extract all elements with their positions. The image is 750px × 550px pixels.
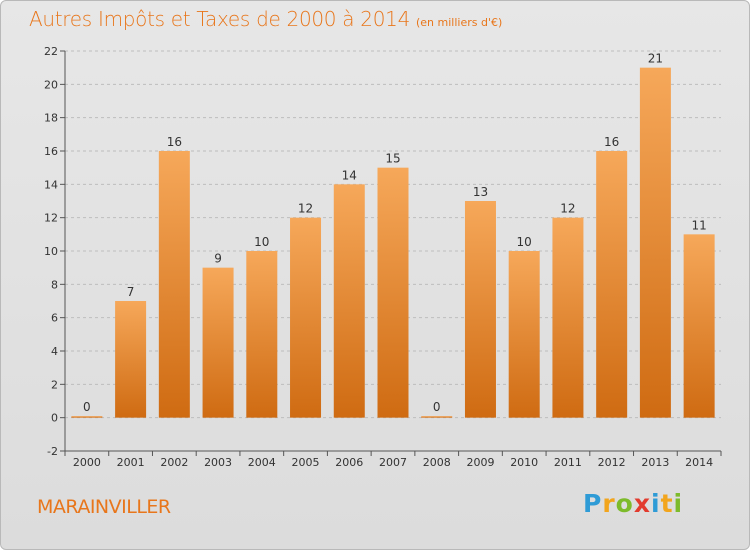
chart-title-block: Autres Impôts et Taxes de 2000 à 2014 (en… [29, 7, 502, 31]
y-tick-label: 12 [44, 212, 58, 225]
y-axis: -2 0 2 4 6 8 10 12 14 16 18 20 22 [44, 45, 721, 458]
logo-letter: x [633, 489, 651, 518]
bar-2009 [464, 201, 496, 418]
bar-2006 [333, 184, 365, 418]
bar-2012 [596, 151, 628, 418]
y-tick-label: 2 [51, 378, 58, 391]
x-tick-label: 2009 [466, 456, 494, 469]
bar-2007 [377, 167, 409, 418]
logo-letter: i [651, 489, 661, 518]
bar-2000 [71, 416, 103, 418]
logo-letter: t [660, 489, 674, 518]
proxiti-logo: Proxiti [583, 489, 683, 518]
y-tick-label: 6 [51, 312, 58, 325]
bar-2005 [290, 217, 322, 418]
y-tick-label: 14 [44, 178, 58, 191]
x-tick-label: 2005 [292, 456, 320, 469]
data-label-2004: 10 [254, 235, 269, 249]
y-tick-label: 4 [51, 345, 58, 358]
x-tick-label: 2011 [554, 456, 582, 469]
y-tick-label: 0 [51, 412, 58, 425]
data-label-2011: 12 [560, 202, 575, 216]
chart-unit-label: (en milliers d'€) [416, 16, 503, 29]
bar-2011 [552, 217, 584, 418]
x-tick-label: 2007 [379, 456, 407, 469]
y-tick-label: 16 [44, 145, 58, 158]
bar-2010 [508, 251, 540, 418]
x-axis-labels: 2000 2001 2002 2003 2004 2005 2006 2007 2008 2009… [64, 451, 722, 469]
bar-2008 [421, 416, 453, 418]
data-label-2014: 11 [691, 218, 706, 232]
data-label-2005: 12 [298, 202, 313, 216]
x-tick-label: 2001 [117, 456, 145, 469]
x-tick-label: 2012 [598, 456, 626, 469]
logo-letter: r [602, 489, 616, 518]
data-label-2006: 14 [342, 168, 357, 182]
x-tick-label: 2000 [73, 456, 101, 469]
bar-2014 [683, 234, 715, 418]
x-tick-label: 2013 [641, 456, 669, 469]
y-tick-label: 22 [44, 45, 58, 58]
place-name: MARAINVILLER [37, 496, 171, 518]
data-label-2002: 16 [167, 135, 182, 149]
y-tick-label: 18 [44, 112, 58, 125]
bar-2001 [115, 301, 147, 418]
data-label-2008: 0 [433, 400, 441, 414]
logo-letter: P [583, 489, 603, 518]
y-tick-label: 10 [44, 245, 58, 258]
x-tick-label: 2014 [685, 456, 713, 469]
bar-2003 [202, 267, 234, 418]
y-tick-label: -2 [47, 445, 58, 458]
data-label-2001: 7 [127, 285, 135, 299]
data-label-2003: 9 [214, 252, 222, 266]
logo-letter: o [615, 489, 634, 518]
data-label-2009: 13 [473, 185, 488, 199]
data-label-2007: 15 [385, 152, 400, 166]
bars: 0 7 16 9 10 12 14 15 0 13 10 12 16 21 11 [71, 52, 715, 418]
y-tick-label: 20 [44, 78, 58, 91]
data-label-2013: 21 [648, 52, 663, 66]
bar-2002 [158, 151, 190, 418]
bar-2013 [639, 67, 671, 418]
x-tick-label: 2003 [204, 456, 232, 469]
logo-letter: i [673, 489, 684, 518]
x-tick-label: 2004 [248, 456, 276, 469]
data-label-2000: 0 [83, 400, 91, 414]
data-label-2012: 16 [604, 135, 619, 149]
data-label-2010: 10 [517, 235, 532, 249]
x-tick-label: 2010 [510, 456, 538, 469]
y-tick-label: 8 [51, 278, 58, 291]
chart-title: Autres Impôts et Taxes de 2000 à 2014 [29, 7, 410, 31]
bar-2004 [246, 251, 278, 418]
x-tick-label: 2006 [335, 456, 363, 469]
x-tick-label: 2008 [423, 456, 451, 469]
x-tick-label: 2002 [160, 456, 188, 469]
